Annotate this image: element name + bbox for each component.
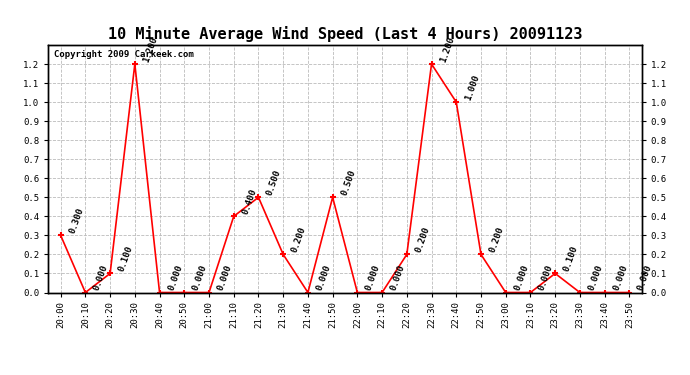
Text: Copyright 2009 Carkeek.com: Copyright 2009 Carkeek.com xyxy=(55,50,194,59)
Text: 0.200: 0.200 xyxy=(414,225,431,254)
Text: 0.000: 0.000 xyxy=(636,263,654,292)
Text: 0.400: 0.400 xyxy=(241,187,258,216)
Text: 0.000: 0.000 xyxy=(166,263,184,292)
Text: 0.500: 0.500 xyxy=(339,168,357,196)
Text: 0.100: 0.100 xyxy=(562,244,580,273)
Text: 0.000: 0.000 xyxy=(364,263,382,292)
Text: 1.000: 1.000 xyxy=(463,73,481,101)
Text: 0.000: 0.000 xyxy=(216,263,234,292)
Text: 1.200: 1.200 xyxy=(438,35,456,63)
Text: 1.200: 1.200 xyxy=(141,35,159,63)
Text: 0.200: 0.200 xyxy=(488,225,506,254)
Text: 0.200: 0.200 xyxy=(290,225,308,254)
Text: 0.000: 0.000 xyxy=(611,263,629,292)
Text: 0.000: 0.000 xyxy=(191,263,209,292)
Title: 10 Minute Average Wind Speed (Last 4 Hours) 20091123: 10 Minute Average Wind Speed (Last 4 Hou… xyxy=(108,27,582,42)
Text: 0.500: 0.500 xyxy=(266,168,283,196)
Text: 0.000: 0.000 xyxy=(538,263,555,292)
Text: 0.000: 0.000 xyxy=(315,263,333,292)
Text: 0.300: 0.300 xyxy=(68,206,86,235)
Text: 0.000: 0.000 xyxy=(389,263,406,292)
Text: 0.100: 0.100 xyxy=(117,244,135,273)
Text: 0.000: 0.000 xyxy=(586,263,604,292)
Text: 0.000: 0.000 xyxy=(92,263,110,292)
Text: 0.000: 0.000 xyxy=(513,263,531,292)
